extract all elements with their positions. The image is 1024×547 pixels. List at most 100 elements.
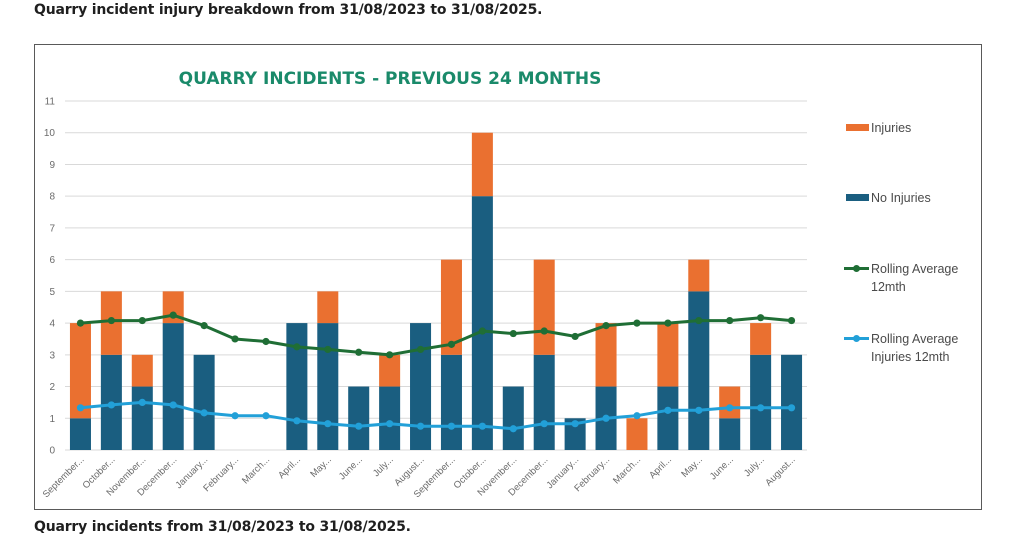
bar-no-injuries — [162, 323, 184, 450]
bar-no-injuries — [719, 418, 741, 450]
point-rolling-average-injuries-12mth — [633, 412, 641, 420]
bar-injuries — [595, 323, 617, 387]
point-rolling-average-12mth — [787, 316, 796, 325]
x-tick-label: May... — [679, 454, 705, 480]
point-rolling-average-injuries-12mth — [231, 412, 239, 420]
legend-swatch — [846, 124, 869, 131]
bar-no-injuries — [657, 386, 679, 450]
legend-label: 12mth — [871, 280, 906, 294]
x-tick-label: March... — [611, 454, 643, 486]
legend-label: Rolling Average — [871, 332, 958, 346]
y-tick-label: 1 — [49, 414, 55, 425]
point-rolling-average-12mth — [633, 319, 641, 327]
point-rolling-average-12mth — [386, 351, 394, 359]
point-rolling-average-injuries-12mth — [540, 420, 548, 428]
x-tick-label: March... — [240, 454, 272, 486]
point-rolling-average-injuries-12mth — [76, 404, 85, 412]
point-rolling-average-12mth — [200, 322, 208, 330]
y-tick-label: 8 — [49, 192, 55, 203]
legend-item: Injuries — [846, 121, 911, 135]
y-tick-label: 4 — [49, 319, 55, 330]
bar-injuries — [69, 323, 91, 419]
bar-no-injuries — [286, 323, 308, 450]
bar-no-injuries — [564, 418, 586, 450]
chart-svg: QUARRY INCIDENTS - PREVIOUS 24 MONTHS 0 1… — [41, 69, 959, 500]
point-rolling-average-injuries-12mth — [478, 422, 486, 430]
point-rolling-average-injuries-12mth — [386, 420, 394, 428]
bar-no-injuries — [440, 354, 462, 450]
chart-title: QUARRY INCIDENTS - PREVIOUS 24 MONTHS — [179, 69, 602, 89]
y-tick-label: 2 — [49, 382, 55, 393]
point-rolling-average-12mth — [107, 316, 115, 325]
point-rolling-average-12mth — [757, 314, 765, 322]
point-rolling-average-12mth — [509, 329, 517, 338]
y-tick-label: 6 — [49, 255, 55, 266]
point-rolling-average-injuries-12mth — [447, 422, 456, 430]
gridlines — [65, 100, 807, 451]
bar-no-injuries — [410, 323, 432, 450]
bar-no-injuries — [471, 196, 493, 450]
line-rolling-average-12mth — [80, 313, 792, 357]
lines — [76, 311, 796, 433]
bar-injuries — [626, 418, 648, 450]
y-tick-label: 0 — [49, 446, 55, 457]
bar-no-injuries — [750, 354, 772, 450]
y-axis-ticks: 0 1 2 3 4 5 6 7 8 9 10 11 — [44, 97, 56, 457]
bar-no-injuries — [131, 386, 153, 450]
point-rolling-average-12mth — [324, 345, 332, 354]
y-tick-label: 9 — [49, 160, 55, 171]
point-rolling-average-injuries-12mth — [664, 406, 672, 414]
point-rolling-average-injuries-12mth — [602, 414, 610, 422]
bar-injuries — [440, 259, 462, 355]
bar-injuries — [657, 323, 679, 387]
chart-caption-bottom: Quarry incidents from 31/08/2023 to 31/0… — [34, 519, 411, 535]
point-rolling-average-12mth — [355, 348, 363, 356]
point-rolling-average-12mth — [416, 345, 425, 354]
point-rolling-average-injuries-12mth — [262, 412, 270, 420]
point-rolling-average-12mth — [76, 319, 85, 327]
bar-injuries — [379, 354, 401, 387]
point-rolling-average-injuries-12mth — [107, 401, 115, 409]
bar-injuries — [317, 291, 339, 324]
point-rolling-average-injuries-12mth — [787, 404, 796, 412]
line-rolling-average-injuries-12mth — [80, 400, 792, 431]
bar-no-injuries — [69, 418, 91, 450]
x-tick-label: September... — [41, 454, 87, 500]
point-rolling-average-12mth — [540, 327, 548, 335]
y-tick-label: 7 — [49, 223, 55, 234]
point-rolling-average-injuries-12mth — [200, 409, 208, 417]
point-rolling-average-12mth — [169, 311, 177, 319]
bar-no-injuries — [317, 323, 339, 450]
point-rolling-average-12mth — [262, 337, 270, 346]
legend-item: No Injuries — [846, 191, 931, 205]
bar-injuries — [719, 386, 741, 419]
x-axis-ticks: September...October...November...Decembe… — [41, 454, 798, 500]
legend-marker — [853, 335, 860, 342]
legend-item: Rolling Average 12mth — [844, 262, 958, 294]
point-rolling-average-injuries-12mth — [757, 404, 765, 412]
y-tick-label: 5 — [49, 287, 55, 298]
x-tick-label: April... — [647, 454, 674, 481]
legend-item: Rolling Average Injuries 12mth — [844, 332, 958, 364]
bar-no-injuries — [688, 291, 710, 450]
legend-swatch — [846, 194, 869, 201]
point-rolling-average-injuries-12mth — [293, 417, 301, 425]
x-tick-label: June... — [337, 454, 365, 482]
bar-no-injuries — [533, 354, 555, 450]
point-rolling-average-injuries-12mth — [509, 425, 517, 433]
point-rolling-average-injuries-12mth — [571, 420, 579, 428]
y-tick-label: 3 — [49, 350, 55, 361]
point-rolling-average-12mth — [726, 316, 734, 325]
x-tick-label: July... — [742, 454, 767, 479]
chart-caption-top: Quarry incident injury breakdown from 31… — [34, 2, 543, 18]
legend-label: No Injuries — [871, 191, 931, 205]
bar-injuries — [688, 259, 710, 292]
x-tick-label: August... — [763, 454, 797, 488]
point-rolling-average-12mth — [695, 316, 703, 325]
point-rolling-average-12mth — [664, 319, 672, 327]
point-rolling-average-12mth — [447, 340, 456, 348]
bar-injuries — [131, 354, 153, 387]
y-tick-label: 11 — [45, 97, 56, 108]
x-tick-label: May... — [308, 454, 334, 480]
